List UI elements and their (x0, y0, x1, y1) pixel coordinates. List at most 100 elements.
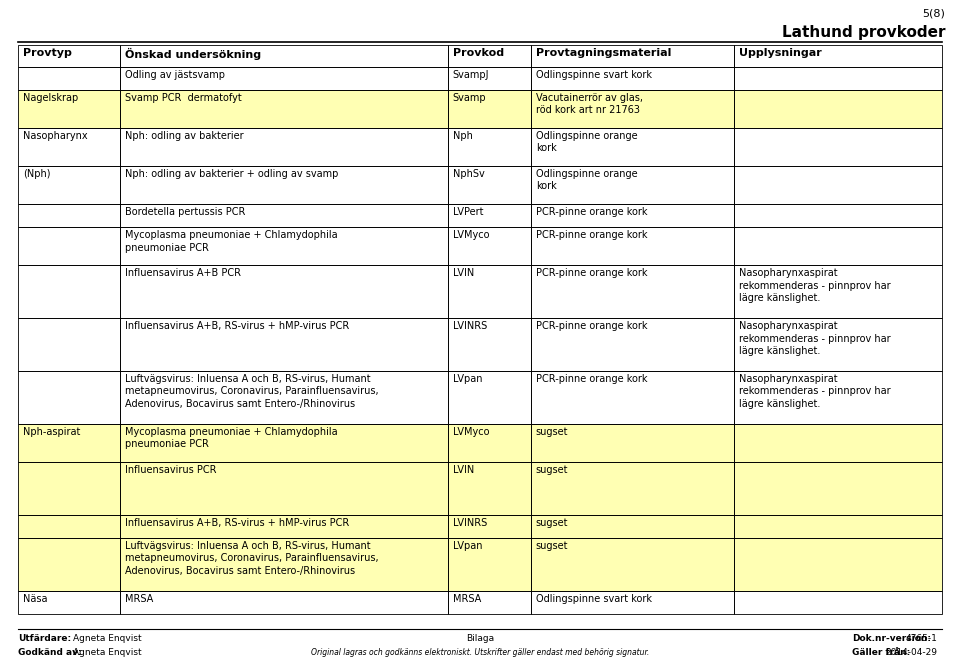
Bar (18, 462, 120, 515)
Text: LVPert: LVPert (453, 207, 483, 217)
Bar (18, 266, 120, 318)
Text: Provtagningsmaterial: Provtagningsmaterial (536, 48, 671, 58)
Text: sugset: sugset (536, 427, 568, 437)
Bar (734, 538, 942, 590)
Bar (447, 462, 531, 515)
Bar (120, 166, 447, 204)
Bar (120, 45, 447, 66)
Bar (18, 204, 120, 227)
Text: Influensavirus A+B, RS-virus + hMP-virus PCR: Influensavirus A+B, RS-virus + hMP-virus… (125, 517, 348, 527)
Text: Nasopharynx: Nasopharynx (23, 131, 87, 141)
Text: Utfärdare:: Utfärdare: (18, 634, 71, 643)
Text: Nasopharynxaspirat
rekommenderas - pinnprov har
lägre känslighet.: Nasopharynxaspirat rekommenderas - pinnp… (739, 374, 891, 409)
Text: sugset: sugset (536, 465, 568, 475)
Text: Agneta Enqvist: Agneta Enqvist (73, 634, 142, 643)
Text: Original lagras och godkänns elektroniskt. Utskrifter gäller endast med behörig : Original lagras och godkänns elektronisk… (311, 648, 649, 657)
Bar (120, 227, 447, 266)
Text: (Nph): (Nph) (23, 169, 51, 179)
Text: Nph: Nph (453, 131, 472, 141)
Bar (531, 45, 734, 66)
Bar (734, 128, 942, 166)
Bar (18, 538, 120, 590)
Text: Nasopharynxaspirat
rekommenderas - pinnprov har
lägre känslighet.: Nasopharynxaspirat rekommenderas - pinnp… (739, 268, 891, 303)
Bar (531, 538, 734, 590)
Text: MRSA: MRSA (125, 594, 153, 604)
Bar (120, 423, 447, 462)
Bar (18, 371, 120, 423)
Text: LVpan: LVpan (453, 541, 482, 551)
Text: Önskad undersökning: Önskad undersökning (125, 48, 261, 60)
Text: LVpan: LVpan (453, 374, 482, 384)
Text: Nph-aspirat: Nph-aspirat (23, 427, 81, 437)
Bar (18, 90, 120, 128)
Bar (18, 45, 120, 66)
Bar (120, 318, 447, 371)
Bar (531, 538, 734, 590)
Bar (531, 462, 734, 515)
Bar (447, 371, 531, 423)
Bar (734, 90, 942, 128)
Bar (734, 371, 942, 423)
Bar (531, 204, 734, 227)
Text: Luftvägsvirus: Inluensa A och B, RS-virus, Humant
metapneumovirus, Coronavirus, : Luftvägsvirus: Inluensa A och B, RS-viru… (125, 374, 378, 409)
Bar (120, 128, 447, 166)
Bar (734, 166, 942, 204)
Text: PCR-pinne orange kork: PCR-pinne orange kork (536, 230, 647, 240)
Bar (447, 538, 531, 590)
Bar (120, 462, 447, 515)
Bar (734, 423, 942, 462)
Text: Dok.nr-version:: Dok.nr-version: (852, 634, 931, 643)
Bar (447, 204, 531, 227)
Bar (18, 166, 120, 204)
Bar (531, 90, 734, 128)
Bar (734, 538, 942, 590)
Text: 5(8): 5(8) (923, 8, 945, 18)
Bar (531, 515, 734, 538)
Text: PCR-pinne orange kork: PCR-pinne orange kork (536, 374, 647, 384)
Text: Lathund provkoder: Lathund provkoder (781, 25, 945, 40)
Bar (18, 462, 120, 515)
Bar (447, 45, 531, 66)
Bar (120, 423, 447, 462)
Bar (18, 66, 120, 90)
Text: Influensavirus A+B PCR: Influensavirus A+B PCR (125, 268, 241, 278)
Bar (18, 423, 120, 462)
Bar (734, 423, 942, 462)
Bar (18, 590, 120, 614)
Bar (447, 590, 531, 614)
Bar (18, 423, 120, 462)
Text: LVMyco: LVMyco (453, 427, 490, 437)
Text: Odlingspinne orange
kork: Odlingspinne orange kork (536, 169, 637, 191)
Bar (447, 266, 531, 318)
Bar (447, 166, 531, 204)
Bar (734, 66, 942, 90)
Text: sugset: sugset (536, 541, 568, 551)
Bar (734, 318, 942, 371)
Text: Odling av jästsvamp: Odling av jästsvamp (125, 70, 225, 79)
Text: Mycoplasma pneumoniae + Chlamydophila
pneumoniae PCR: Mycoplasma pneumoniae + Chlamydophila pn… (125, 230, 337, 253)
Bar (531, 318, 734, 371)
Bar (734, 204, 942, 227)
Bar (531, 371, 734, 423)
Bar (447, 515, 531, 538)
Text: PCR-pinne orange kork: PCR-pinne orange kork (536, 321, 647, 331)
Bar (734, 462, 942, 515)
Bar (120, 515, 447, 538)
Bar (531, 423, 734, 462)
Text: 2014-04-29: 2014-04-29 (885, 648, 937, 657)
Text: Svamp: Svamp (453, 93, 487, 103)
Bar (734, 590, 942, 614)
Text: Agneta Enqvist: Agneta Enqvist (73, 648, 142, 657)
Text: MRSA: MRSA (453, 594, 481, 604)
Text: SvampJ: SvampJ (453, 70, 490, 79)
Bar (734, 90, 942, 128)
Bar (120, 538, 447, 590)
Text: Näsa: Näsa (23, 594, 47, 604)
Bar (120, 90, 447, 128)
Text: LVIN: LVIN (453, 268, 474, 278)
Bar (531, 90, 734, 128)
Text: LVINRS: LVINRS (453, 321, 487, 331)
Text: Svamp PCR  dermatofyt: Svamp PCR dermatofyt (125, 93, 241, 103)
Bar (120, 90, 447, 128)
Text: Nagelskrap: Nagelskrap (23, 93, 79, 103)
